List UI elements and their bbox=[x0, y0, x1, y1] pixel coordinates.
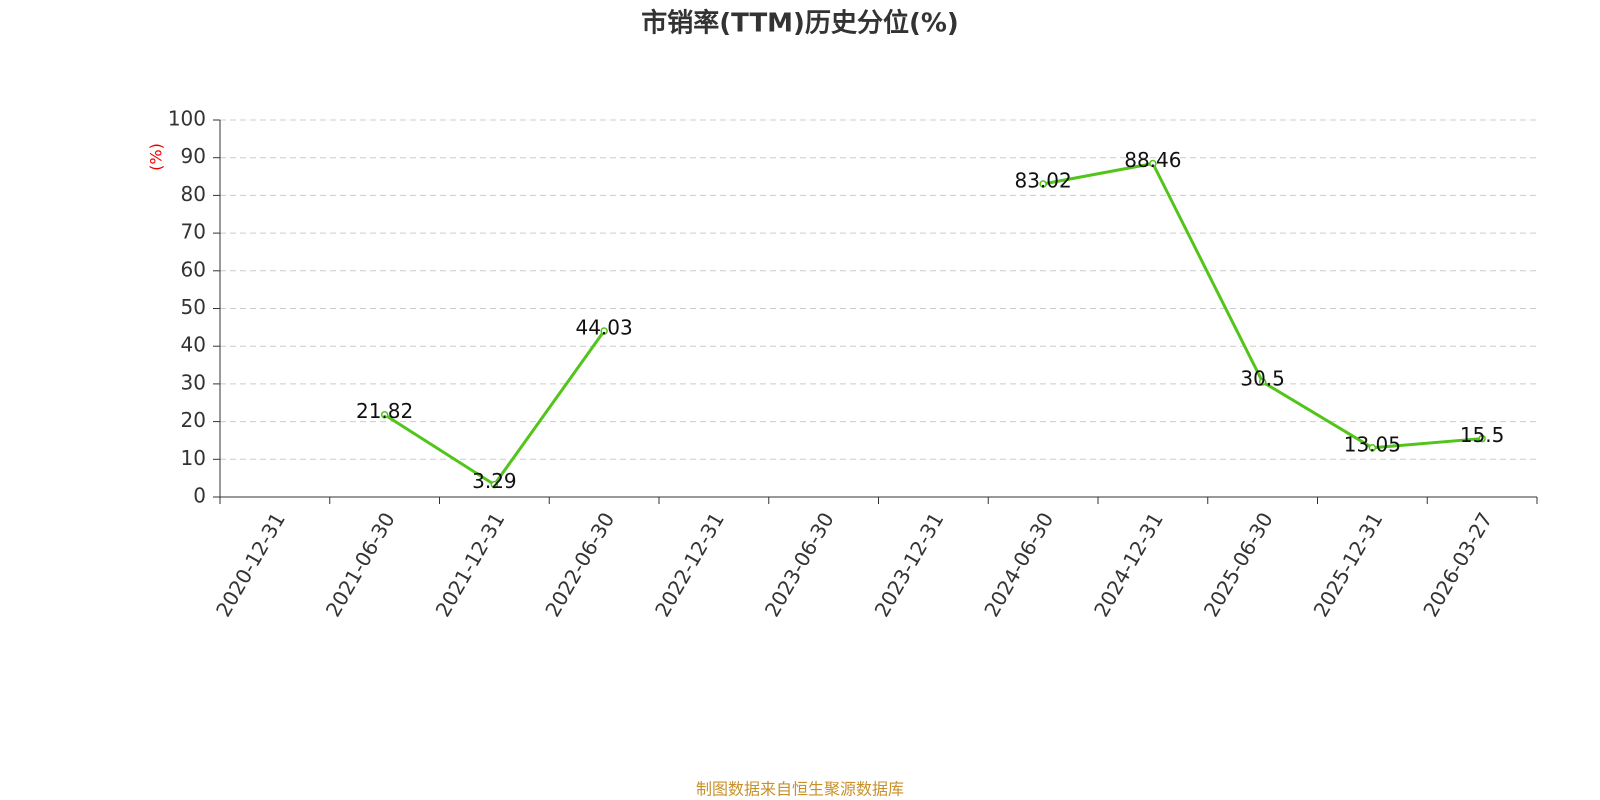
x-tick-label: 2024-12-31 bbox=[1089, 508, 1168, 621]
y-tick-label: 70 bbox=[181, 220, 206, 244]
y-tick-label: 30 bbox=[181, 370, 206, 394]
x-tick-label: 2025-06-30 bbox=[1199, 508, 1278, 621]
x-tick-label: 2024-06-30 bbox=[979, 508, 1058, 621]
x-tick-label: 2026-03-27 bbox=[1418, 508, 1497, 621]
x-tick-label: 2021-12-31 bbox=[431, 508, 510, 621]
y-tick-label: 90 bbox=[181, 144, 206, 168]
y-tick-label: 80 bbox=[181, 182, 206, 206]
data-label: 15.5 bbox=[1460, 423, 1505, 447]
x-tick-label: 2022-06-30 bbox=[540, 508, 619, 621]
y-axis-label: (%) bbox=[147, 143, 166, 171]
data-label: 3.29 bbox=[472, 469, 517, 493]
data-point bbox=[1149, 159, 1157, 168]
data-point bbox=[1368, 444, 1377, 452]
data-line bbox=[383, 161, 1483, 487]
chart-title: 市销率(TTM)历史分位(%) bbox=[641, 8, 959, 39]
y-tick-label: 60 bbox=[181, 257, 206, 281]
data-point bbox=[600, 327, 608, 335]
data-label: 83.02 bbox=[1014, 169, 1071, 193]
data-point bbox=[1478, 434, 1486, 443]
y-tick-label: 100 bbox=[168, 107, 206, 131]
x-tick-label: 2022-12-31 bbox=[650, 508, 729, 621]
y-tick-label: 50 bbox=[181, 295, 206, 319]
data-label: 13.05 bbox=[1344, 432, 1401, 456]
x-tick-label: 2023-06-30 bbox=[760, 508, 839, 621]
data-label: 21.82 bbox=[356, 399, 413, 423]
y-tick-label: 10 bbox=[181, 446, 206, 470]
data-label: 30.5 bbox=[1240, 367, 1285, 391]
data-point bbox=[1039, 180, 1047, 188]
x-tick-label: 2021-06-30 bbox=[321, 508, 400, 621]
x-tick-label: 2020-12-31 bbox=[211, 508, 290, 621]
data-point bbox=[380, 410, 389, 419]
y-tick-label: 0 bbox=[193, 484, 206, 508]
data-point bbox=[490, 480, 499, 489]
data-label: 88.46 bbox=[1124, 148, 1181, 172]
data-point bbox=[1258, 378, 1267, 386]
y-tick-label: 40 bbox=[181, 333, 206, 357]
x-tick-label: 2025-12-31 bbox=[1309, 508, 1388, 621]
source-note: 制图数据来自恒生聚源数据库 bbox=[696, 780, 904, 799]
y-tick-label: 20 bbox=[181, 408, 206, 432]
data-label: 44.03 bbox=[575, 316, 632, 340]
x-tick-label: 2023-12-31 bbox=[870, 508, 949, 621]
